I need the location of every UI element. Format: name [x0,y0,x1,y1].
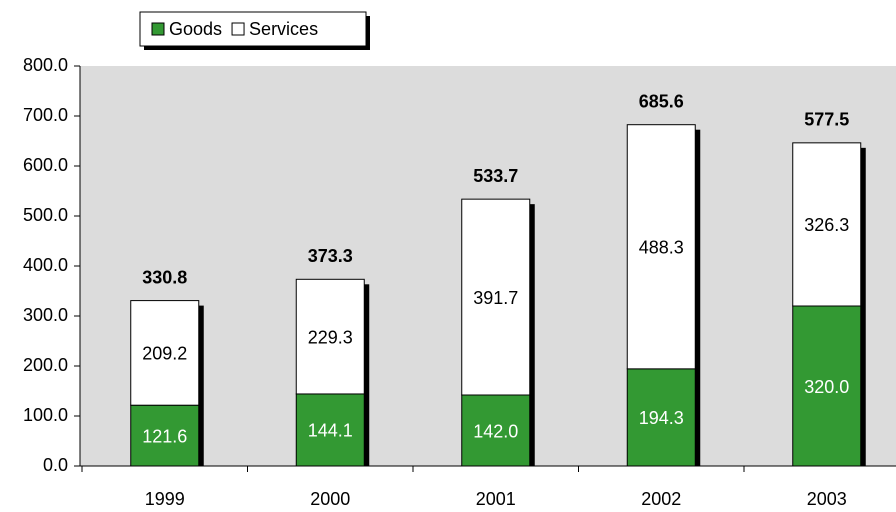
legend-label: Goods [169,19,222,39]
y-tick-label: 800.0 [23,55,68,75]
x-tick-label: 2002 [641,489,681,509]
bar-segment [295,393,365,467]
y-tick-label: 0.0 [43,455,68,475]
value-label: 209.2 [142,344,187,364]
value-label: 320.0 [804,377,849,397]
value-label: 229.3 [308,327,353,347]
legend-label: Services [249,19,318,39]
bar-segment [792,142,862,307]
bar-segment [461,394,531,467]
x-tick-label: 2003 [807,489,847,509]
y-tick-label: 400.0 [23,255,68,275]
y-tick-label: 600.0 [23,155,68,175]
x-tick-label: 1999 [145,489,185,509]
y-tick-label: 500.0 [23,205,68,225]
bar-segment [626,368,696,467]
total-label: 373.3 [308,246,353,266]
value-label: 194.3 [639,408,684,428]
legend [139,11,367,47]
y-tick-label: 700.0 [23,105,68,125]
total-label: 685.6 [639,91,684,111]
legend-swatch [231,22,245,36]
bar-segment [461,198,531,396]
bar-segment [295,278,365,395]
x-tick-label: 2001 [476,489,516,509]
value-label: 326.3 [804,215,849,235]
total-label: 577.5 [804,110,849,130]
y-tick-label: 200.0 [23,355,68,375]
value-label: 144.1 [308,421,353,441]
bar-segment [130,300,200,406]
value-label: 488.3 [639,238,684,258]
value-label: 142.0 [473,421,518,441]
value-label: 391.7 [473,288,518,308]
y-tick-label: 100.0 [23,405,68,425]
legend-swatch [151,22,165,36]
bar-segment [626,124,696,370]
y-tick-label: 300.0 [23,305,68,325]
bar-segment [792,305,862,467]
total-label: 533.7 [473,166,518,186]
total-label: 330.8 [142,267,187,287]
value-label: 121.6 [142,426,187,446]
x-tick-label: 2000 [310,489,350,509]
